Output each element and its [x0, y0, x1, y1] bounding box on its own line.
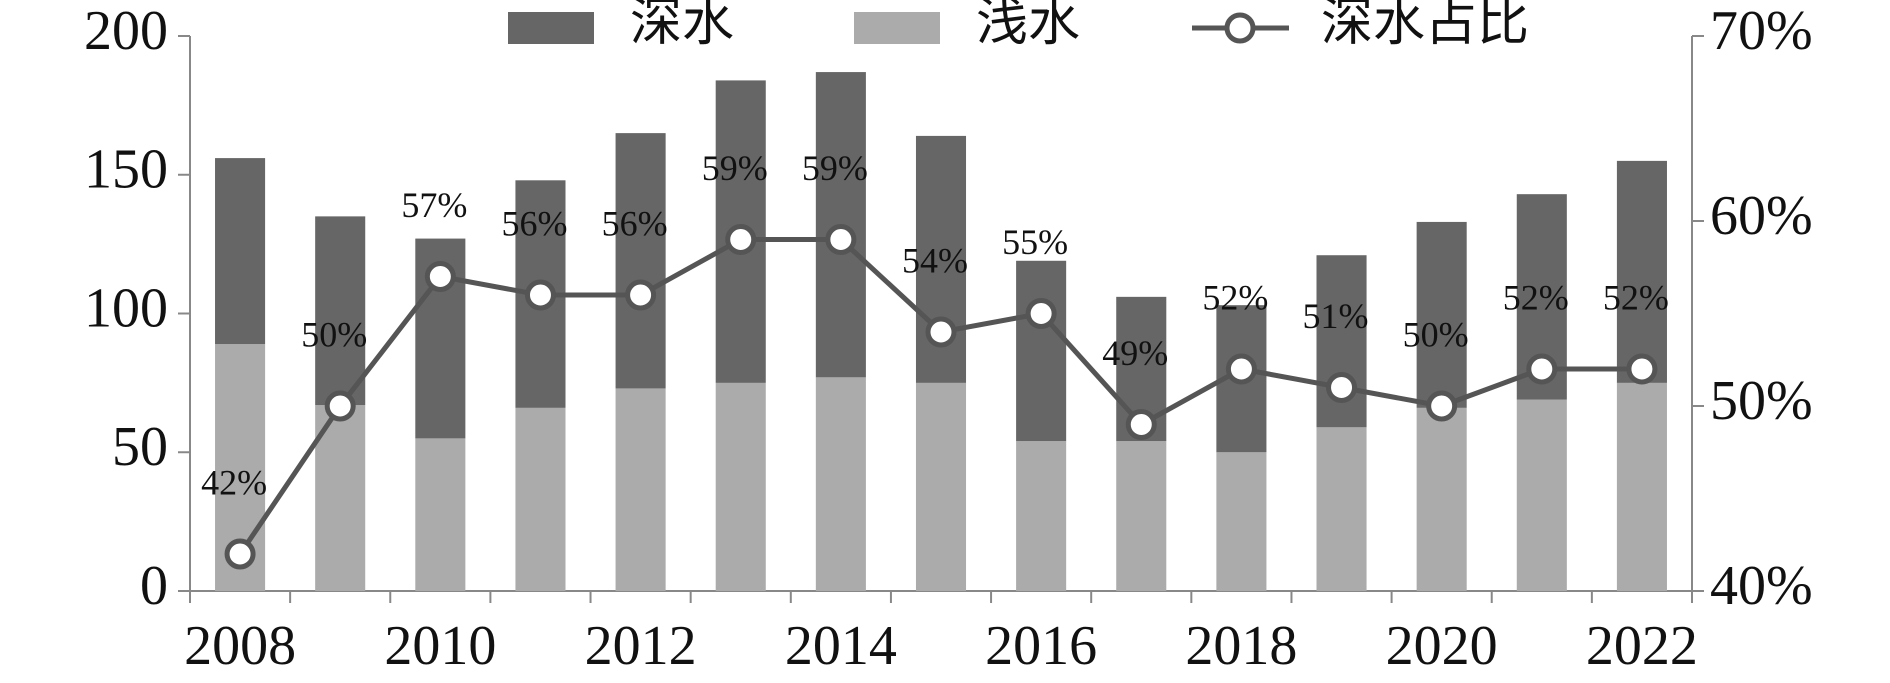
data-label: 56%: [501, 203, 567, 243]
data-label: 59%: [702, 148, 768, 188]
legend-swatch: [854, 12, 940, 44]
bar: [1216, 452, 1267, 591]
line-marker: [1526, 353, 1558, 385]
x-tick-label: 2016: [985, 615, 1097, 677]
data-label: 54%: [902, 240, 968, 280]
bar: [1316, 427, 1367, 591]
y-tick-label: 200: [84, 0, 168, 62]
x-tick-label: 2010: [384, 615, 496, 677]
bar: [615, 388, 666, 591]
x-tick-label: 2018: [1185, 615, 1297, 677]
data-label: 57%: [401, 185, 467, 225]
data-label: 42%: [201, 462, 267, 502]
bar: [515, 407, 566, 591]
bar: [815, 377, 866, 591]
y-tick-label: 150: [84, 139, 168, 201]
data-label: 52%: [1202, 277, 1268, 317]
data-label: 55%: [1002, 222, 1068, 262]
data-label: 50%: [301, 314, 367, 354]
y-tick-label: 50: [112, 416, 168, 478]
line-marker: [625, 279, 657, 311]
bar: [915, 382, 967, 591]
line-marker: [1426, 390, 1458, 422]
x-tick-label: 2014: [785, 615, 897, 677]
bar: [715, 382, 766, 591]
data-label: 49%: [1102, 333, 1168, 373]
bar: [1016, 441, 1067, 591]
data-label: 52%: [1503, 277, 1569, 317]
x-tick-label: 2008: [184, 615, 296, 677]
bar: [1416, 407, 1467, 591]
line-marker: [1626, 353, 1658, 385]
bar: [1016, 260, 1067, 442]
line-marker: [1025, 298, 1057, 329]
line-marker: [925, 316, 957, 348]
y-tick-label: 0: [140, 555, 168, 617]
line-marker: [524, 279, 556, 311]
legend-label: 深水占比: [1321, 0, 1529, 52]
y2-tick-label: 50%: [1710, 370, 1813, 432]
line-marker: [424, 261, 456, 292]
data-label: 52%: [1603, 277, 1669, 317]
data-label: 50%: [1403, 314, 1469, 354]
line-marker: [224, 538, 256, 570]
line-marker: [1326, 372, 1358, 403]
x-tick-label: 2022: [1586, 615, 1698, 677]
bar: [1416, 221, 1467, 408]
data-label: 59%: [802, 148, 868, 188]
bar: [1516, 399, 1567, 591]
line-marker: [324, 390, 356, 422]
y-tick-label: 100: [84, 277, 168, 339]
y2-tick-label: 40%: [1710, 555, 1813, 617]
y2-tick-label: 60%: [1710, 185, 1813, 247]
bar: [415, 438, 466, 591]
bar: [1616, 160, 1667, 383]
bar: [215, 158, 266, 345]
bar: [1616, 382, 1667, 591]
line-marker: [1125, 409, 1157, 440]
legend-label: 深水: [630, 0, 734, 52]
x-tick-label: 2020: [1386, 615, 1498, 677]
legend-swatch: [508, 12, 594, 44]
legend-marker: [1224, 12, 1256, 44]
bar: [1116, 441, 1167, 591]
line-marker: [1225, 353, 1257, 385]
line-marker: [725, 224, 757, 255]
x-tick-label: 2012: [585, 615, 697, 677]
y2-tick-label: 70%: [1710, 0, 1813, 62]
line-marker: [825, 224, 857, 255]
legend-label: 浅水: [976, 0, 1080, 52]
bar: [315, 405, 366, 591]
bar: [615, 133, 666, 389]
data-label: 51%: [1303, 296, 1369, 336]
bar: [315, 216, 366, 406]
data-label: 56%: [602, 203, 668, 243]
